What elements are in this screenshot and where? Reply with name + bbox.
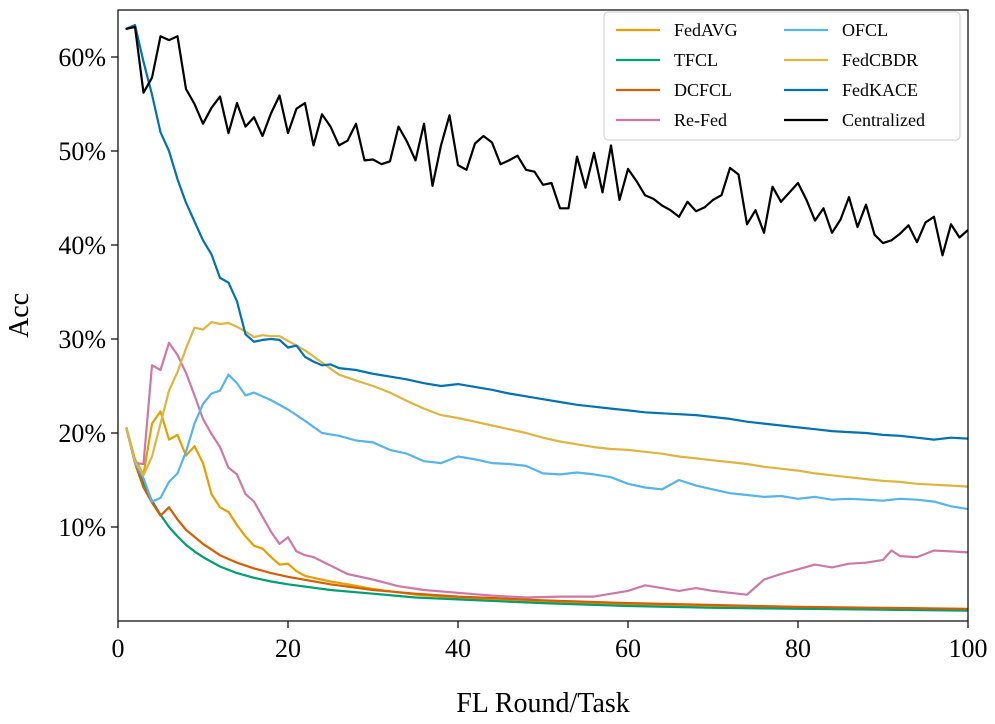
y-tick-label: 50%	[58, 137, 106, 166]
legend-label: FedCBDR	[842, 50, 918, 70]
legend-label: TFCL	[674, 50, 718, 70]
legend-item-fedkace: FedKACE	[784, 80, 918, 100]
y-tick-label: 10%	[58, 513, 106, 542]
legend-label: Centralized	[842, 110, 925, 130]
legend-label: Re-Fed	[674, 110, 727, 130]
legend-item-ofcl: OFCL	[784, 20, 888, 40]
y-tick-label: 60%	[58, 43, 106, 72]
y-tick-label: 40%	[58, 231, 106, 260]
legend-item-fedavg: FedAVG	[616, 20, 738, 40]
legend-label: DCFCL	[674, 80, 732, 100]
y-tick-label: 20%	[58, 419, 106, 448]
legend-item-tfcl: TFCL	[616, 50, 718, 70]
legend-item-dcfcl: DCFCL	[616, 80, 732, 100]
x-tick-label: 20	[275, 634, 301, 663]
legend-label: OFCL	[842, 20, 888, 40]
legend-label: FedAVG	[674, 20, 738, 40]
x-tick-label: 100	[949, 634, 988, 663]
series-line-tfcl	[125, 427, 968, 612]
x-tick-label: 80	[785, 634, 811, 663]
legend-box	[603, 11, 961, 141]
series-line-dcfcl	[125, 427, 968, 610]
axes-frame	[117, 9, 969, 622]
x-axis-title: FL Round/Task	[456, 688, 630, 719]
series-line-ofcl	[125, 373, 968, 511]
axes: 0 20 40 60 80 100 10% 20% 30% 40% 50% 60%	[58, 9, 988, 663]
series-layer	[125, 23, 968, 612]
legend-item-re-fed: Re-Fed	[616, 110, 727, 130]
legend: FedAVG TFCL DCFCL Re-Fed OFCL FedCBDR FedKACE C…	[603, 11, 961, 141]
series-line-fedkace	[125, 23, 968, 441]
series-line-re-fed	[125, 341, 968, 599]
y-tick-label: 30%	[58, 325, 106, 354]
x-tick-label: 0	[112, 634, 125, 663]
x-tick-label: 60	[615, 634, 641, 663]
legend-label: FedKACE	[842, 80, 918, 100]
y-axis-title: Acc	[4, 293, 35, 338]
legend-item-fedcbdr: FedCBDR	[784, 50, 918, 70]
series-line-fedcbdr	[125, 321, 968, 488]
series-line-centralized	[125, 25, 968, 257]
x-tick-label: 40	[445, 634, 471, 663]
legend-item-centralized: Centralized	[784, 110, 925, 130]
